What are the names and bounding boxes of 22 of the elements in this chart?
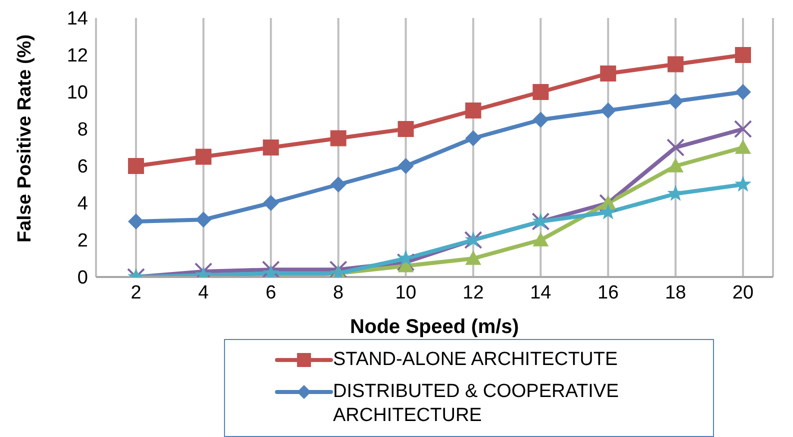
y-tick-label: 12 — [66, 46, 88, 67]
x-tick-label: 6 — [266, 282, 276, 304]
y-tick-label: 4 — [77, 194, 88, 215]
y-tick-label: 0 — [77, 268, 88, 289]
x-tick-label: 14 — [530, 282, 552, 304]
x-tick-label: 2 — [130, 282, 142, 304]
legend-label: STAND-ALONE ARCHITECTUTE — [333, 348, 618, 372]
y-tick-label: 6 — [77, 156, 88, 178]
y-tick-label: 2 — [77, 230, 88, 252]
y-axis-title: False Positive Rate (%) — [14, 34, 36, 242]
x-tick-label: 12 — [462, 282, 484, 304]
x-tick-label: 16 — [598, 282, 619, 304]
x-axis-title: Node Speed (m/s) — [350, 316, 519, 338]
x-tick-label: 20 — [732, 282, 754, 304]
y-tick-label: 14 — [66, 8, 88, 30]
x-tick-label: 10 — [395, 282, 416, 304]
x-tick-label: 18 — [664, 282, 686, 304]
y-tick-label: 10 — [66, 82, 88, 104]
y-tick-label: 8 — [77, 120, 88, 141]
legend-label: DISTRIBUTED & COOPERATIVE ARCHITECTURE — [333, 380, 620, 428]
x-tick-label: 8 — [333, 282, 344, 304]
x-tick-label: 4 — [198, 282, 210, 304]
